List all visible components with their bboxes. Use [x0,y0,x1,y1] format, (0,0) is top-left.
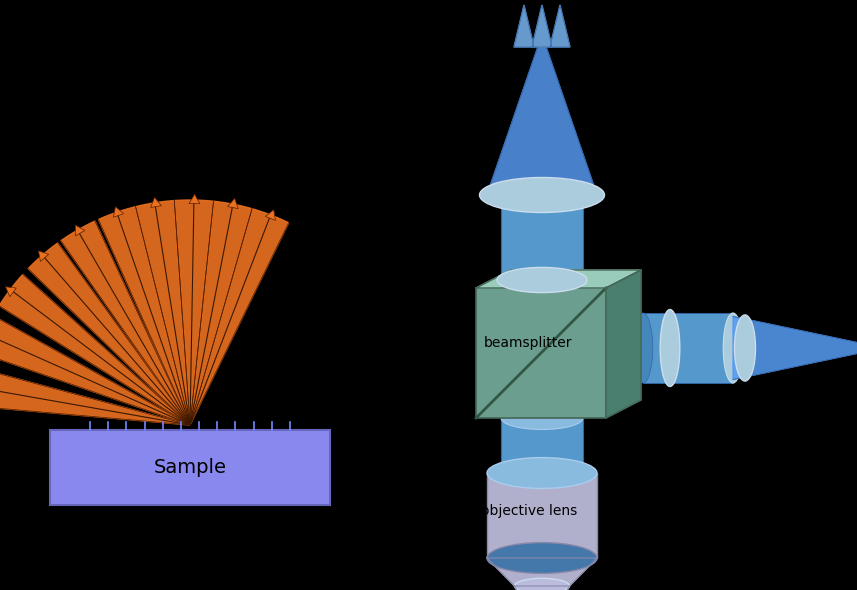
Bar [501,418,583,473]
Ellipse shape [734,315,756,381]
Text: objective lens: objective lens [481,504,578,518]
Polygon shape [514,586,570,590]
Ellipse shape [497,267,587,293]
Polygon shape [174,200,213,425]
Ellipse shape [501,274,583,297]
Ellipse shape [501,461,583,484]
Text: beamsplitter: beamsplitter [484,336,572,350]
Polygon shape [487,35,597,195]
Ellipse shape [723,313,743,383]
Polygon shape [733,316,857,379]
Polygon shape [0,367,190,425]
Bar [487,473,597,558]
Polygon shape [135,201,190,425]
Polygon shape [0,274,190,425]
Polygon shape [0,316,190,425]
Polygon shape [61,221,190,425]
Ellipse shape [487,543,597,573]
Ellipse shape [480,178,604,212]
Ellipse shape [501,183,583,206]
Polygon shape [190,201,252,425]
Polygon shape [476,270,641,288]
Ellipse shape [501,407,583,430]
Polygon shape [532,5,552,47]
Text: Sample: Sample [153,458,226,477]
Polygon shape [190,209,289,425]
Polygon shape [28,243,190,425]
Bar [476,288,606,418]
Polygon shape [514,5,534,47]
Ellipse shape [660,310,680,386]
Polygon shape [487,558,597,586]
Ellipse shape [514,578,570,590]
Bar [643,313,733,383]
Bar [50,430,330,505]
Ellipse shape [633,313,653,383]
Ellipse shape [487,458,597,489]
Polygon shape [606,270,641,418]
Polygon shape [550,5,570,47]
Bar [501,195,583,285]
Polygon shape [99,206,190,425]
